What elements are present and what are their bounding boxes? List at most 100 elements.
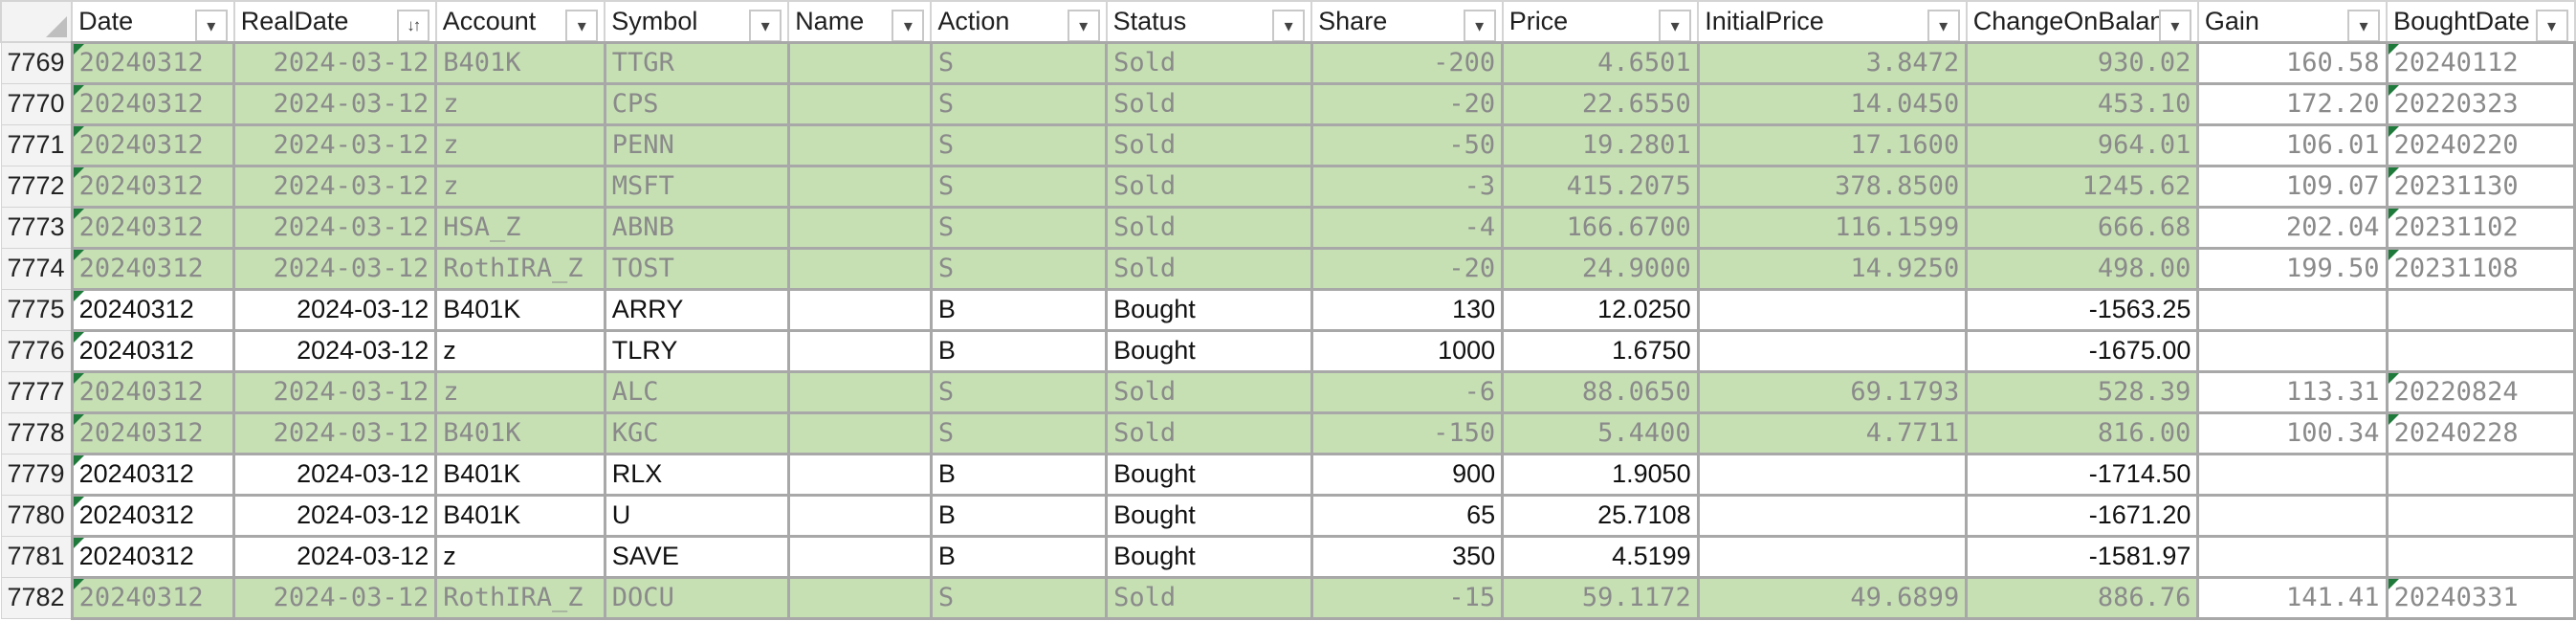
gain-cell[interactable]: 172.20: [2196, 81, 2389, 126]
symbol-cell[interactable]: CPS: [603, 81, 790, 126]
price-cell[interactable]: 166.6700: [1501, 205, 1700, 250]
boughtdate-cell[interactable]: 20240228: [2385, 410, 2576, 455]
initialprice-cell[interactable]: [1696, 534, 1969, 579]
status-cell[interactable]: Sold: [1105, 575, 1313, 620]
realdate-cell[interactable]: 2024-03-12: [232, 575, 438, 620]
status-cell[interactable]: Bought: [1105, 534, 1313, 579]
realdate-cell[interactable]: 2024-03-12: [232, 246, 438, 291]
date-cell[interactable]: 20240312: [70, 369, 236, 414]
date-cell[interactable]: 20240312: [70, 534, 236, 579]
gain-cell[interactable]: 160.58: [2196, 40, 2389, 85]
changeonbalance-cell[interactable]: -1675.00: [1965, 328, 2200, 373]
price-cell[interactable]: 1.9050: [1501, 452, 1700, 497]
gain-cell[interactable]: 106.01: [2196, 122, 2389, 167]
row-number[interactable]: 7774: [0, 247, 73, 290]
initialprice-cell[interactable]: 3.8472: [1696, 40, 1969, 85]
symbol-cell[interactable]: RLX: [603, 452, 790, 497]
boughtdate-cell[interactable]: 20220323: [2385, 81, 2576, 126]
initialprice-cell[interactable]: 14.0450: [1696, 81, 1969, 126]
price-cell[interactable]: 59.1172: [1501, 575, 1700, 620]
changeonbalance-cell[interactable]: 930.02: [1965, 40, 2200, 85]
price-cell[interactable]: 88.0650: [1501, 369, 1700, 414]
symbol-cell[interactable]: TLRY: [603, 328, 790, 373]
boughtdate-cell[interactable]: 20240112: [2385, 40, 2576, 85]
action-cell[interactable]: B: [929, 452, 1109, 497]
filter-dropdown-icon[interactable]: ▾: [2347, 10, 2381, 40]
price-cell[interactable]: 25.7108: [1501, 493, 1700, 538]
action-cell[interactable]: B: [929, 534, 1109, 579]
status-cell[interactable]: Sold: [1105, 369, 1313, 414]
realdate-cell[interactable]: 2024-03-12: [232, 164, 438, 209]
row-number[interactable]: 7777: [0, 370, 73, 413]
changeonbalance-cell[interactable]: 498.00: [1965, 246, 2200, 291]
column-header-action[interactable]: Action ▾: [930, 0, 1108, 43]
name-cell[interactable]: [786, 205, 933, 250]
date-cell[interactable]: 20240312: [70, 81, 236, 126]
status-cell[interactable]: Bought: [1105, 493, 1313, 538]
symbol-cell[interactable]: ALC: [603, 369, 790, 414]
column-header-symbol[interactable]: Symbol ▾: [604, 0, 790, 43]
account-cell[interactable]: z: [434, 534, 606, 579]
column-header-account[interactable]: Account ▾: [434, 0, 606, 43]
name-cell[interactable]: [786, 534, 933, 579]
column-header-initialprice[interactable]: InitialPrice ▾: [1697, 0, 1968, 43]
account-cell[interactable]: z: [434, 81, 606, 126]
column-header-date[interactable]: Date ▾: [71, 0, 235, 43]
realdate-cell[interactable]: 2024-03-12: [232, 122, 438, 167]
share-cell[interactable]: -200: [1310, 40, 1505, 85]
column-header-boughtdate[interactable]: BoughtDate ▾: [2386, 0, 2576, 43]
account-cell[interactable]: z: [434, 369, 606, 414]
action-cell[interactable]: B: [929, 493, 1109, 538]
select-all-corner[interactable]: [0, 0, 74, 43]
gain-cell[interactable]: [2196, 534, 2389, 579]
column-header-status[interactable]: Status ▾: [1105, 0, 1313, 43]
realdate-cell[interactable]: 2024-03-12: [232, 328, 438, 373]
changeonbalance-cell[interactable]: 1245.62: [1965, 164, 2200, 209]
date-cell[interactable]: 20240312: [70, 287, 236, 332]
filter-dropdown-icon[interactable]: ▾: [1463, 10, 1496, 40]
price-cell[interactable]: 1.6750: [1501, 328, 1700, 373]
status-cell[interactable]: Bought: [1105, 328, 1313, 373]
filter-dropdown-icon[interactable]: ▾: [749, 10, 782, 40]
column-header-price[interactable]: Price ▾: [1501, 0, 1700, 43]
symbol-cell[interactable]: TTGR: [603, 40, 790, 85]
row-number[interactable]: 7773: [0, 206, 73, 249]
filter-dropdown-icon[interactable]: ▾: [565, 10, 599, 40]
column-header-realdate[interactable]: RealDate ↓↑: [232, 0, 437, 43]
action-cell[interactable]: B: [929, 328, 1109, 373]
price-cell[interactable]: 24.9000: [1501, 246, 1700, 291]
share-cell[interactable]: 900: [1310, 452, 1505, 497]
changeonbalance-cell[interactable]: 816.00: [1965, 410, 2200, 455]
action-cell[interactable]: B: [929, 287, 1109, 332]
changeonbalance-cell[interactable]: 886.76: [1965, 575, 2200, 620]
action-cell[interactable]: S: [929, 205, 1109, 250]
share-cell[interactable]: -15: [1310, 575, 1505, 620]
share-cell[interactable]: 65: [1310, 493, 1505, 538]
boughtdate-cell[interactable]: 20231108: [2385, 246, 2576, 291]
initialprice-cell[interactable]: 378.8500: [1696, 164, 1969, 209]
account-cell[interactable]: z: [434, 328, 606, 373]
filter-dropdown-icon[interactable]: ▾: [892, 10, 925, 40]
account-cell[interactable]: z: [434, 164, 606, 209]
account-cell[interactable]: z: [434, 122, 606, 167]
gain-cell[interactable]: 141.41: [2196, 575, 2389, 620]
filter-dropdown-icon[interactable]: ▾: [194, 10, 228, 40]
account-cell[interactable]: B401K: [434, 452, 606, 497]
row-number[interactable]: 7772: [0, 165, 73, 208]
symbol-cell[interactable]: MSFT: [603, 164, 790, 209]
initialprice-cell[interactable]: 14.9250: [1696, 246, 1969, 291]
filter-dropdown-icon[interactable]: ▾: [1926, 10, 1960, 40]
gain-cell[interactable]: 202.04: [2196, 205, 2389, 250]
action-cell[interactable]: S: [929, 40, 1109, 85]
name-cell[interactable]: [786, 40, 933, 85]
name-cell[interactable]: [786, 122, 933, 167]
changeonbalance-cell[interactable]: -1581.97: [1965, 534, 2200, 579]
date-cell[interactable]: 20240312: [70, 410, 236, 455]
gain-cell[interactable]: 100.34: [2196, 410, 2389, 455]
symbol-cell[interactable]: PENN: [603, 122, 790, 167]
date-cell[interactable]: 20240312: [70, 452, 236, 497]
symbol-cell[interactable]: DOCU: [603, 575, 790, 620]
share-cell[interactable]: -50: [1310, 122, 1505, 167]
price-cell[interactable]: 12.0250: [1501, 287, 1700, 332]
date-cell[interactable]: 20240312: [70, 246, 236, 291]
